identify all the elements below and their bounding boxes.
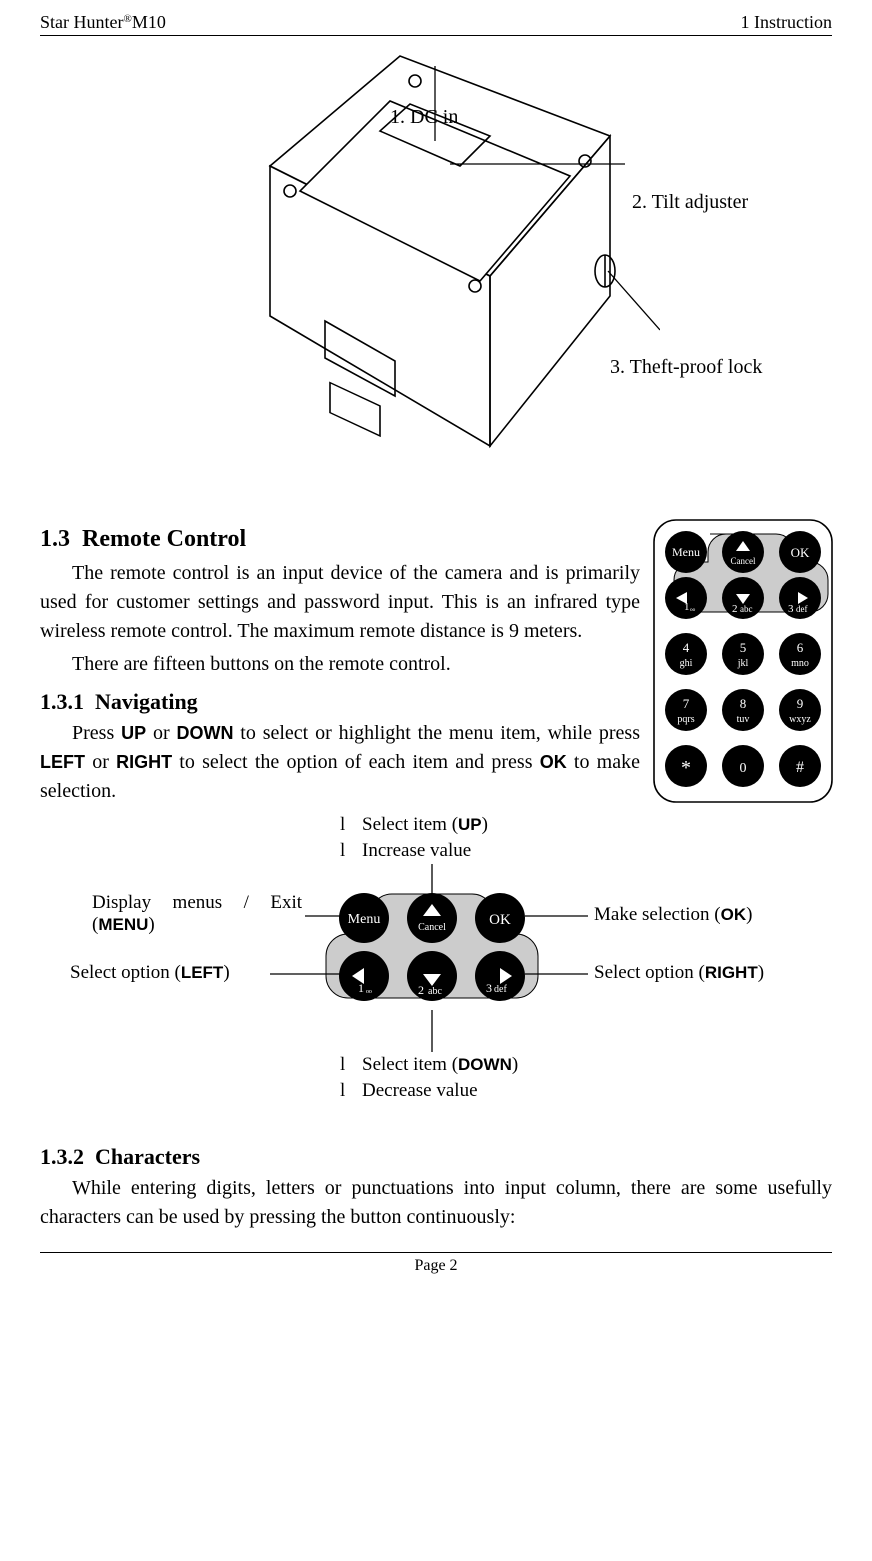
- svg-text:6: 6: [797, 640, 804, 655]
- heading-1-3-1-num: 1.3.1: [40, 689, 84, 714]
- svg-text:Menu: Menu: [672, 545, 700, 559]
- key-up: UP: [121, 723, 146, 743]
- page-header: Star Hunter ® M10 1 Instruction: [40, 12, 832, 36]
- txt-c: to select or highlight the menu item, wh…: [233, 722, 640, 744]
- svg-text:pqrs: pqrs: [677, 714, 694, 725]
- svg-text:5: 5: [740, 640, 747, 655]
- page-number: Page 2: [414, 1257, 457, 1274]
- svg-text:ₒₒ: ₒₒ: [690, 602, 696, 612]
- heading-1-3-1-title: Navigating: [95, 689, 198, 714]
- remote-control-diagram: Menu Cancel OK 1ₒₒ 2 abc 3 def 4 ghi 5 jkl…: [650, 516, 836, 806]
- heading-1-3-num: 1.3: [40, 526, 70, 552]
- navigation-figure: lSelect item (UP) lIncrease value Displa…: [40, 814, 832, 1134]
- svg-text:abc: abc: [740, 604, 753, 614]
- svg-text:tuv: tuv: [737, 714, 750, 725]
- page-footer: Page 2: [40, 1252, 832, 1275]
- para-1-3-1: Press UP or DOWN to select or highlight …: [40, 719, 640, 806]
- para-1-3-a: The remote control is an input device of…: [40, 559, 640, 646]
- svg-text:def: def: [796, 604, 808, 614]
- svg-text:8: 8: [740, 696, 747, 711]
- svg-text:*: *: [681, 757, 691, 779]
- svg-text:wxyz: wxyz: [789, 714, 811, 725]
- svg-text:jkl: jkl: [737, 658, 749, 669]
- svg-text:ghi: ghi: [680, 658, 693, 669]
- device-figure: 1. DC in 2. Tilt adjuster 3. Theft-proof…: [40, 46, 832, 516]
- key-right: RIGHT: [116, 752, 172, 772]
- svg-text:mno: mno: [791, 658, 809, 669]
- header-right: 1 Instruction: [741, 12, 833, 33]
- svg-text:Cancel: Cancel: [731, 556, 756, 566]
- registered-mark: ®: [123, 13, 131, 25]
- heading-1-3-2-num: 1.3.2: [40, 1144, 84, 1169]
- key-ok: OK: [540, 752, 567, 772]
- svg-text:2: 2: [732, 603, 738, 615]
- svg-text:3: 3: [788, 603, 794, 615]
- callout-theft-lock: 3. Theft-proof lock: [610, 356, 762, 379]
- callout-dc-in: 1. DC in: [390, 106, 458, 129]
- para-1-3-b: There are fifteen buttons on the remote …: [40, 650, 640, 679]
- product-name-suffix: M10: [132, 12, 166, 33]
- key-left: LEFT: [40, 752, 85, 772]
- svg-text:7: 7: [683, 696, 690, 711]
- key-down: DOWN: [176, 723, 233, 743]
- svg-text:0: 0: [740, 761, 747, 776]
- product-name-prefix: Star Hunter: [40, 12, 123, 33]
- section-1-3: 1.3 Remote Control The remote control is…: [40, 526, 832, 806]
- txt-e: to select the option of each item and pr…: [172, 751, 540, 773]
- svg-text:4: 4: [683, 640, 690, 655]
- heading-1-3-1: 1.3.1 Navigating: [40, 689, 640, 715]
- nav-leaders: [40, 814, 840, 1134]
- svg-text:1: 1: [684, 601, 690, 613]
- txt-b: or: [146, 722, 176, 744]
- heading-1-3-2: 1.3.2 Characters: [40, 1144, 832, 1170]
- para-1-3-2: While entering digits, letters or punctu…: [40, 1174, 832, 1232]
- heading-1-3-2-title: Characters: [95, 1144, 200, 1169]
- svg-text:OK: OK: [791, 545, 810, 560]
- header-left: Star Hunter ® M10: [40, 12, 166, 33]
- heading-1-3-title: Remote Control: [82, 526, 246, 552]
- txt-a: Press: [72, 722, 121, 744]
- callout-tilt-adjuster: 2. Tilt adjuster: [632, 191, 748, 214]
- svg-text:9: 9: [797, 696, 804, 711]
- txt-d: or: [85, 751, 116, 773]
- svg-text:#: #: [796, 759, 804, 776]
